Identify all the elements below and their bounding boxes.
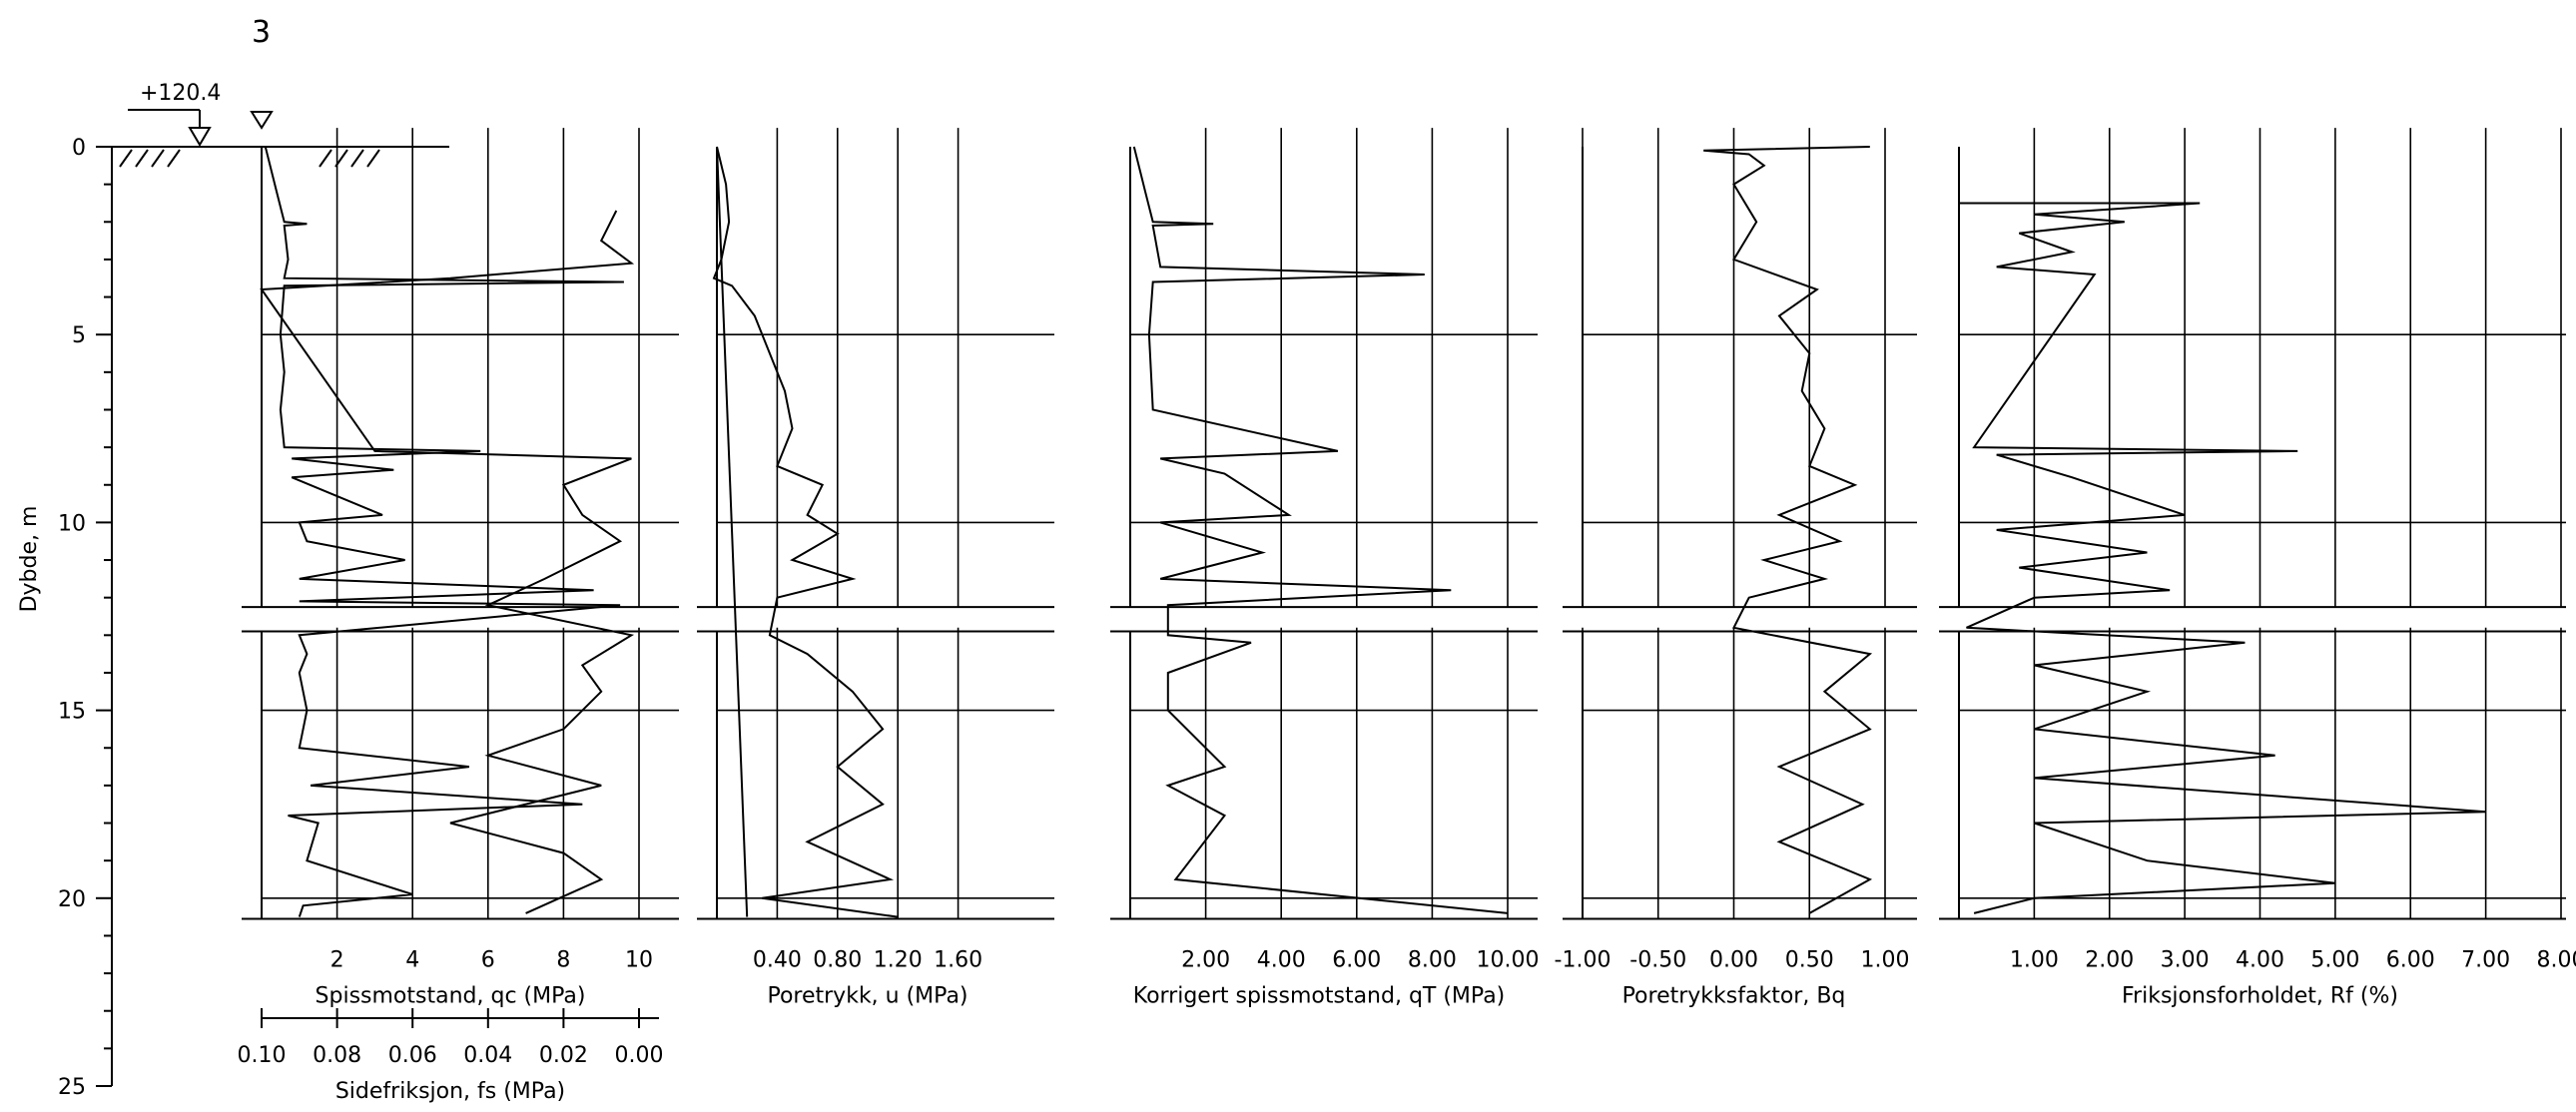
depth-tick-label: 10	[58, 511, 86, 536]
series-line-u	[712, 146, 899, 918]
x-tick-label: 1.00	[1861, 948, 1910, 973]
x-tick-label: 8.00	[1408, 948, 1457, 973]
x-tick-label: 7.00	[2461, 948, 2510, 973]
panel-qT: 2.00 4.00 6.00 8.00 10.00 Korrigert spissmots…	[1110, 128, 1540, 1009]
x-tick-label: 2.00	[2085, 948, 2134, 973]
secondary-tick-label: 0.10	[238, 1043, 287, 1068]
x-tick-label: 8	[556, 948, 570, 973]
secondary-axis-label: Sidefriksjon, fs (MPa)	[335, 1079, 565, 1104]
x-tick-label: -1.00	[1555, 948, 1611, 973]
panel-qc: 2 4 6 8 10 Spissmotstand, qc (MPa) 0.10 0.08 0.0…	[238, 128, 679, 1104]
x-tick-label: 10.00	[1477, 948, 1540, 973]
elevation-label: +120.4	[140, 81, 221, 106]
x-tick-label: 4	[405, 948, 419, 973]
x-tick-label: 4.00	[1257, 948, 1306, 973]
depth-tick-label: 15	[58, 700, 86, 725]
x-tick-label: 0.50	[1785, 948, 1834, 973]
surface-marker: +120.4	[112, 81, 449, 168]
x-tick-label: 1.20	[874, 948, 923, 973]
x-tick-label: -0.50	[1629, 948, 1686, 973]
x-tick-label: 5.00	[2310, 948, 2359, 973]
x-tick-label: 0.40	[753, 948, 802, 973]
x-tick-label: 3.00	[2161, 948, 2210, 973]
x-axis-label: Friksjonsforholdet, Rf (%)	[2122, 984, 2398, 1009]
depth-tick-label: 20	[58, 887, 86, 912]
series-line-u	[716, 146, 749, 917]
x-tick-label: 10	[625, 948, 653, 973]
x-tick-label: 8.00	[2537, 948, 2576, 973]
x-tick-label: 2.00	[1181, 948, 1230, 973]
x-tick-label: 0.00	[1709, 948, 1758, 973]
ground-hatch-right	[319, 149, 380, 168]
secondary-tick-label: 0.00	[615, 1043, 664, 1068]
panel-Bq: -1.00 -0.50 0.00 0.50 1.00 Poretrykksfaktor, …	[1555, 128, 1917, 1009]
x-tick-label: 1.60	[934, 948, 982, 973]
depth-axis-label: Dybde, m	[17, 506, 42, 613]
x-tick-label: 0.80	[813, 948, 862, 973]
depth-tick-label: 5	[72, 323, 86, 348]
x-tick-label: 6	[481, 948, 495, 973]
depth-tick-label: 0	[72, 136, 86, 161]
x-axis-label: Spissmotstand, qc (MPa)	[316, 984, 586, 1009]
depth-tick-label: 25	[58, 1075, 86, 1100]
x-tick-label: 6.00	[1332, 948, 1381, 973]
x-tick-label: 1.00	[2010, 948, 2059, 973]
water-level-icon	[250, 111, 274, 130]
secondary-tick-label: 0.02	[539, 1043, 588, 1068]
series-line-qc	[264, 146, 624, 917]
series-line-qc	[260, 210, 635, 914]
x-axis-label: Poretrykksfaktor, Bq	[1622, 984, 1846, 1009]
x-tick-label: 2	[330, 948, 344, 973]
secondary-tick-label: 0.08	[313, 1043, 361, 1068]
series-line-Rf	[1959, 202, 2486, 914]
ground-hatch-left	[119, 149, 181, 168]
x-axis-label: Poretrykk, u (MPa)	[767, 984, 967, 1009]
secondary-tick-label: 0.06	[388, 1043, 437, 1068]
x-tick-label: 4.00	[2236, 948, 2284, 973]
depth-axis: 0 5 10 15 20 25 Dybde, m	[17, 136, 113, 1100]
panel-u: 0.40 0.80 1.20 1.60 Poretrykk, u (MPa)	[697, 128, 1054, 1009]
series-line-Bq	[1703, 146, 1873, 914]
series-line-qT	[1132, 146, 1509, 914]
panel-Rf: 1.00 2.00 3.00 4.00 5.00 6.00 7.00 8.00 Friksjon…	[1939, 128, 2576, 1009]
secondary-tick-label: 0.04	[463, 1043, 512, 1068]
x-axis-label: Korrigert spissmotstand, qT (MPa)	[1133, 984, 1506, 1009]
x-tick-label: 6.00	[2386, 948, 2435, 973]
sheet-label: 3	[252, 15, 271, 50]
